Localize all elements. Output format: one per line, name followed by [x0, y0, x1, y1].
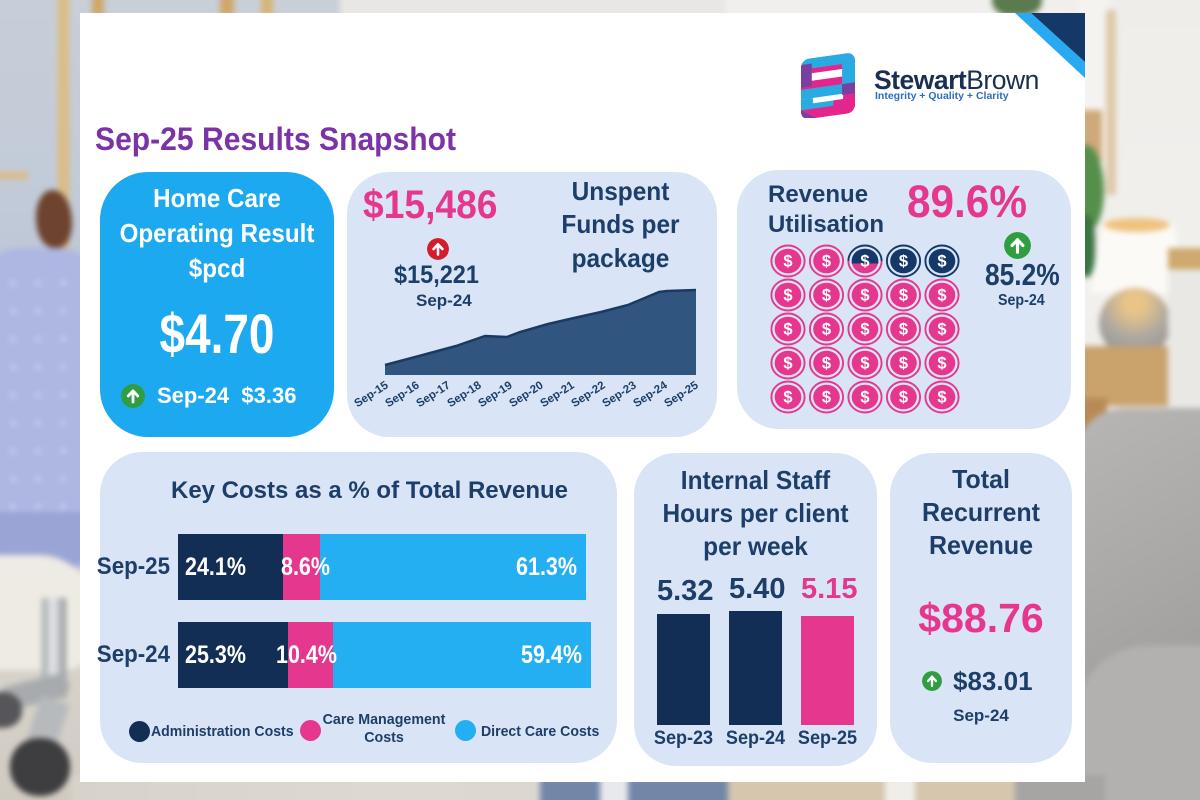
- svg-text:Sep-23: Sep-23: [600, 379, 638, 410]
- svg-text:Sep-19: Sep-19: [476, 379, 514, 410]
- svg-text:Sep-15: Sep-15: [352, 379, 391, 410]
- svg-text:Sep-16: Sep-16: [383, 379, 421, 410]
- svg-text:Sep-20: Sep-20: [507, 379, 545, 410]
- svg-text:Sep-22: Sep-22: [569, 379, 607, 410]
- svg-text:Sep-21: Sep-21: [538, 379, 577, 410]
- svg-text:Sep-25: Sep-25: [662, 379, 701, 410]
- svg-text:Sep-24: Sep-24: [631, 379, 670, 410]
- svg-text:Sep-17: Sep-17: [414, 379, 452, 410]
- svg-text:Sep-18: Sep-18: [445, 379, 484, 410]
